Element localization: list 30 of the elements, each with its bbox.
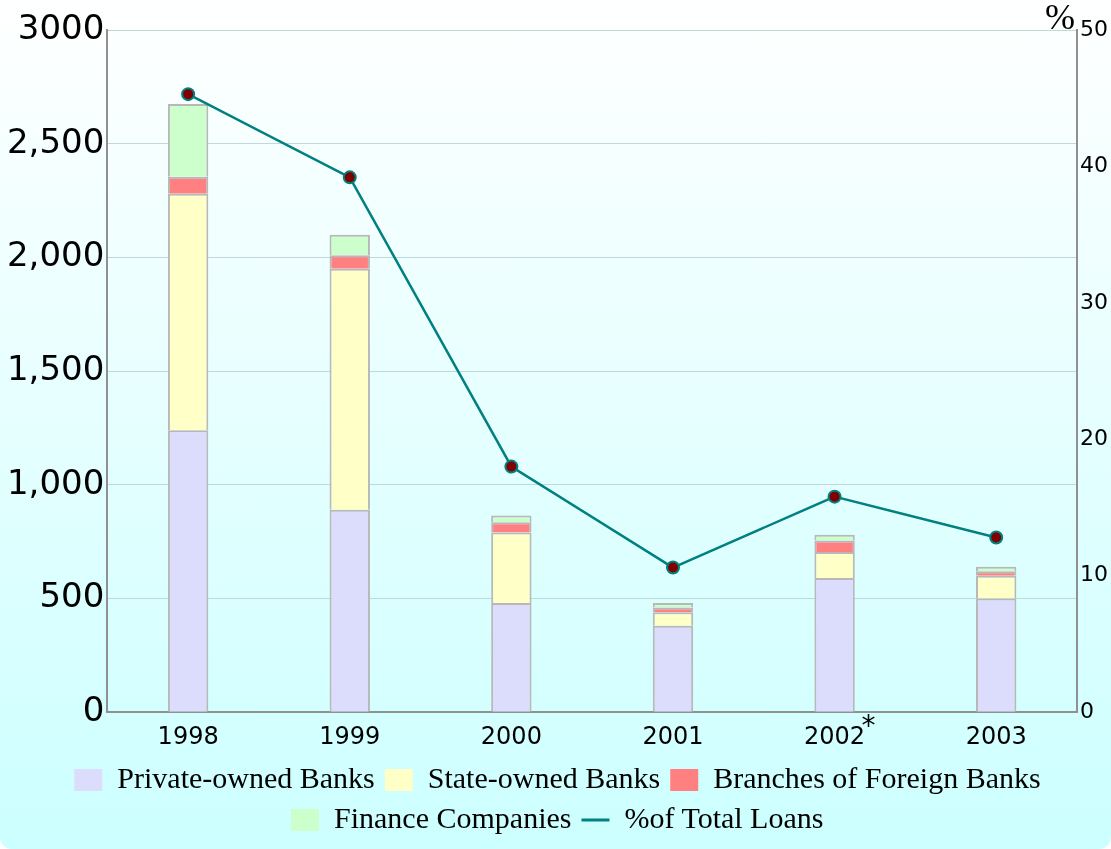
x-tick-label: 1999 bbox=[319, 721, 381, 750]
y2-tick-label: 10 bbox=[1080, 561, 1109, 587]
point bbox=[827, 489, 842, 504]
y2-tick-label: 20 bbox=[1080, 425, 1109, 451]
x-tick-label: 2001 bbox=[642, 721, 704, 750]
y-tick-label: 2,500 bbox=[6, 120, 105, 161]
y-tick-label: 1,000 bbox=[6, 461, 105, 502]
legend-label: Branches of Foreign Banks bbox=[713, 760, 1041, 794]
x-tick-label: 1998 bbox=[157, 721, 219, 750]
y-tick-label: 3000 bbox=[17, 6, 105, 47]
y2-tick-label: 40 bbox=[1080, 152, 1109, 178]
y2-tick-label: 0 bbox=[1080, 697, 1095, 723]
point bbox=[342, 170, 357, 185]
y2-axis-title: % bbox=[1045, 0, 1076, 38]
y-tick-label: 500 bbox=[39, 575, 105, 616]
legend-label: Finance Companies bbox=[334, 800, 572, 834]
point bbox=[989, 530, 1004, 545]
y2-tick-label: 50 bbox=[1080, 15, 1109, 41]
point bbox=[181, 87, 196, 102]
y-tick-label: 1,500 bbox=[6, 347, 105, 388]
y2-tick-label: 30 bbox=[1080, 288, 1109, 314]
legend-label: Private-owned Banks bbox=[117, 760, 375, 794]
point bbox=[665, 560, 680, 575]
x-tick-label: 2003 bbox=[965, 721, 1027, 750]
legend-label: %of Total Loans bbox=[624, 800, 824, 834]
y-tick-label: 2,000 bbox=[6, 234, 105, 275]
legend-label: State-owned Banks bbox=[427, 760, 661, 794]
y-tick-label: 0 bbox=[82, 689, 105, 730]
x-tick-label: 2000 bbox=[480, 721, 542, 750]
point bbox=[504, 459, 519, 474]
